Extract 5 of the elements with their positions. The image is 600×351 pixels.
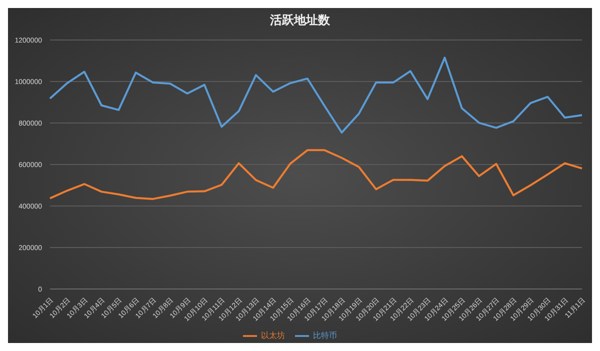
legend-label: 以太坊 — [261, 331, 285, 340]
chart-title: 活跃地址数 — [269, 12, 331, 29]
line-series — [49, 56, 583, 134]
legend-label: 比特币 — [313, 331, 337, 340]
line-series — [49, 149, 583, 200]
